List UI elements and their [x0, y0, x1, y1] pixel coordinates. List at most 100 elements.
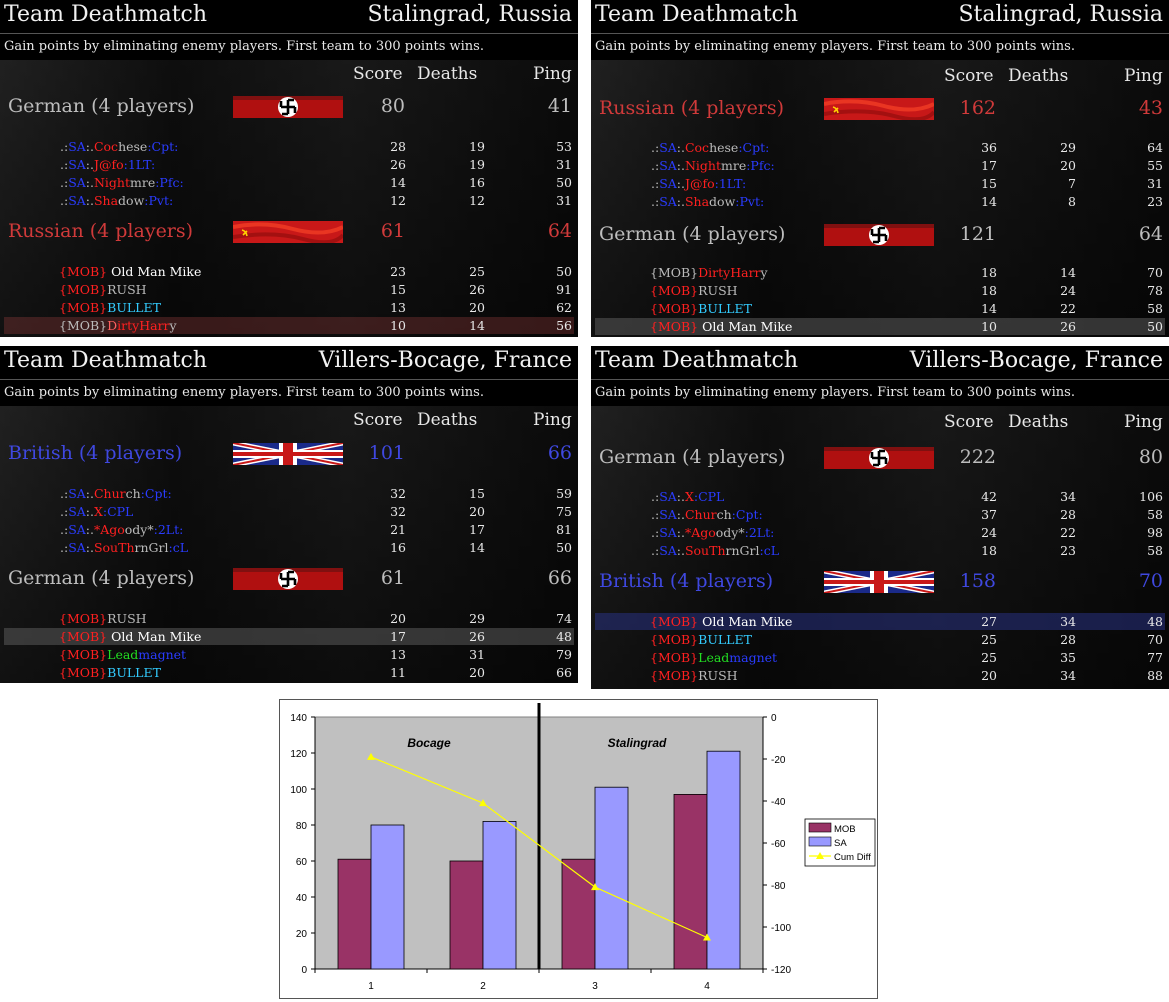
bar-mob [449, 860, 484, 970]
player-name-segment: :Cpt: [738, 140, 770, 155]
player-name: .:SA:.*Agoody*:2Lt: [651, 525, 774, 540]
player-name: .:SA:.Nightmre:Pfc: [60, 175, 184, 190]
player-name-segment: BULLET [107, 665, 161, 680]
team-row: Russian (4 players) 162 43 [591, 95, 1169, 127]
player-name-segment: {MOB} [650, 319, 699, 334]
player-name-segment: SA [68, 157, 86, 172]
player-name: .:SA:.X:CPL [60, 504, 133, 519]
player-name-segment: {MOB} [59, 264, 108, 279]
player-score: 32 [390, 504, 406, 519]
player-deaths: 14 [469, 540, 485, 555]
cum-diff-point [367, 752, 375, 760]
player-name-segment: :Cpt: [731, 507, 763, 522]
player-deaths: 35 [1060, 650, 1076, 665]
deaths-column-header: Deaths [417, 410, 478, 430]
left-axis-tick-label: 80 [296, 821, 308, 832]
team-score: 101 [368, 442, 405, 464]
player-name: .:SA:.SouThrnGrl:cL [651, 543, 779, 558]
player-ping: 48 [556, 629, 572, 644]
player-ping: 48 [1147, 614, 1163, 629]
player-name-segment: rnGrl [725, 543, 760, 558]
player-row: .:SA:.J@fo:1LT: 15 7 31 [595, 175, 1165, 192]
legend-label: MOB [834, 824, 856, 835]
player-name-segment: :Pvt: [144, 193, 174, 208]
player-name-segment: J@fo [684, 176, 715, 191]
player-name: {MOB}Leadmagnet [59, 647, 186, 662]
player-name-segment: {MOB} [59, 647, 108, 662]
player-ping: 70 [1147, 265, 1163, 280]
player-score: 15 [390, 282, 406, 297]
player-name-segment: BULLET [107, 300, 161, 315]
x-axis-tick-label: 3 [592, 981, 598, 992]
player-name-segment: Sha [93, 193, 119, 208]
team-row: German (4 players) 61 66 [0, 565, 578, 597]
player-score: 18 [981, 543, 997, 558]
player-row: {MOB}Leadmagnet 13 31 79 [4, 646, 574, 663]
left-axis-tick-label: 60 [296, 857, 308, 868]
panel-header: Team Deathmatch Villers-Bocage, France [591, 346, 1169, 380]
team-row: Russian (4 players) 61 64 [0, 218, 578, 250]
player-name: .:SA:.Shadow:Pvt: [651, 194, 764, 209]
player-ping: 58 [1147, 507, 1163, 522]
player-score: 27 [981, 614, 997, 629]
player-name: .:SA:.Church:Cpt: [60, 486, 172, 501]
player-name-segment: :. [676, 489, 685, 504]
player-name-segment: :. [676, 525, 685, 540]
right-axis-tick-label: -120 [771, 965, 791, 976]
player-name-segment: SA [68, 175, 86, 190]
player-name-segment: :. [85, 175, 94, 190]
player-deaths: 20 [469, 504, 485, 519]
player-name-segment: magnet [138, 647, 187, 662]
player-deaths: 17 [469, 522, 485, 537]
player-name-segment: SA [68, 486, 86, 501]
player-score: 18 [981, 265, 997, 280]
player-name: {MOB}Leadmagnet [650, 650, 777, 665]
player-deaths: 22 [1060, 525, 1076, 540]
legend-label: Cum Diff [834, 852, 871, 863]
annotation-bocage: Bocage [407, 736, 451, 750]
player-name-segment: *Ago [684, 525, 716, 540]
player-ping: 62 [556, 300, 572, 315]
player-name-segment: Old Man Mike [698, 614, 793, 629]
player-row: .:SA:.Shadow:Pvt: 14 8 23 [595, 193, 1165, 210]
player-name: .:SA:.Cochese:Cpt: [651, 140, 769, 155]
player-deaths: 26 [469, 282, 485, 297]
annotation-stalingrad: Stalingrad [608, 736, 667, 750]
player-name-segment: SA [68, 522, 86, 537]
player-name-segment: X [684, 489, 694, 504]
legend-label: SA [834, 838, 847, 849]
team-name: Russian (4 players) [599, 97, 785, 119]
team-score: 121 [959, 223, 996, 245]
player-score: 14 [981, 301, 997, 316]
team-score: 162 [959, 97, 996, 119]
player-score: 20 [981, 668, 997, 683]
team-ping: 41 [547, 95, 572, 117]
player-name: {MOB}BULLET [650, 301, 752, 316]
player-name-segment: {MOB} [59, 282, 108, 297]
player-score: 36 [981, 140, 997, 155]
player-name-segment: mre [129, 175, 156, 190]
player-name-segment: {MOB} [59, 611, 108, 626]
map-name: Stalingrad, Russia [958, 2, 1163, 27]
player-score: 17 [390, 629, 406, 644]
player-row: {MOB}RUSH 15 26 91 [4, 281, 574, 298]
player-score: 28 [390, 139, 406, 154]
team-ping: 66 [547, 442, 572, 464]
player-name-segment: *Ago [93, 522, 125, 537]
player-name-segment: {MOB} [650, 265, 699, 280]
left-axis-tick-label: 20 [296, 929, 308, 940]
player-score: 14 [981, 194, 997, 209]
ping-column-header: Ping [533, 64, 572, 84]
map-name: Villers-Bocage, France [909, 348, 1163, 373]
player-ping: 58 [1147, 301, 1163, 316]
team-name: British (4 players) [599, 570, 774, 592]
bar-mob [561, 858, 596, 970]
player-name-segment: {MOB} [650, 301, 699, 316]
player-deaths: 29 [1060, 140, 1076, 155]
map-name: Stalingrad, Russia [367, 2, 572, 27]
player-name-segment: D [107, 318, 118, 333]
player-name-segment: J@fo [93, 157, 124, 172]
team-row: German (4 players) 80 41 [0, 93, 578, 125]
player-score: 21 [390, 522, 406, 537]
player-name-segment: {MOB} [650, 632, 699, 647]
